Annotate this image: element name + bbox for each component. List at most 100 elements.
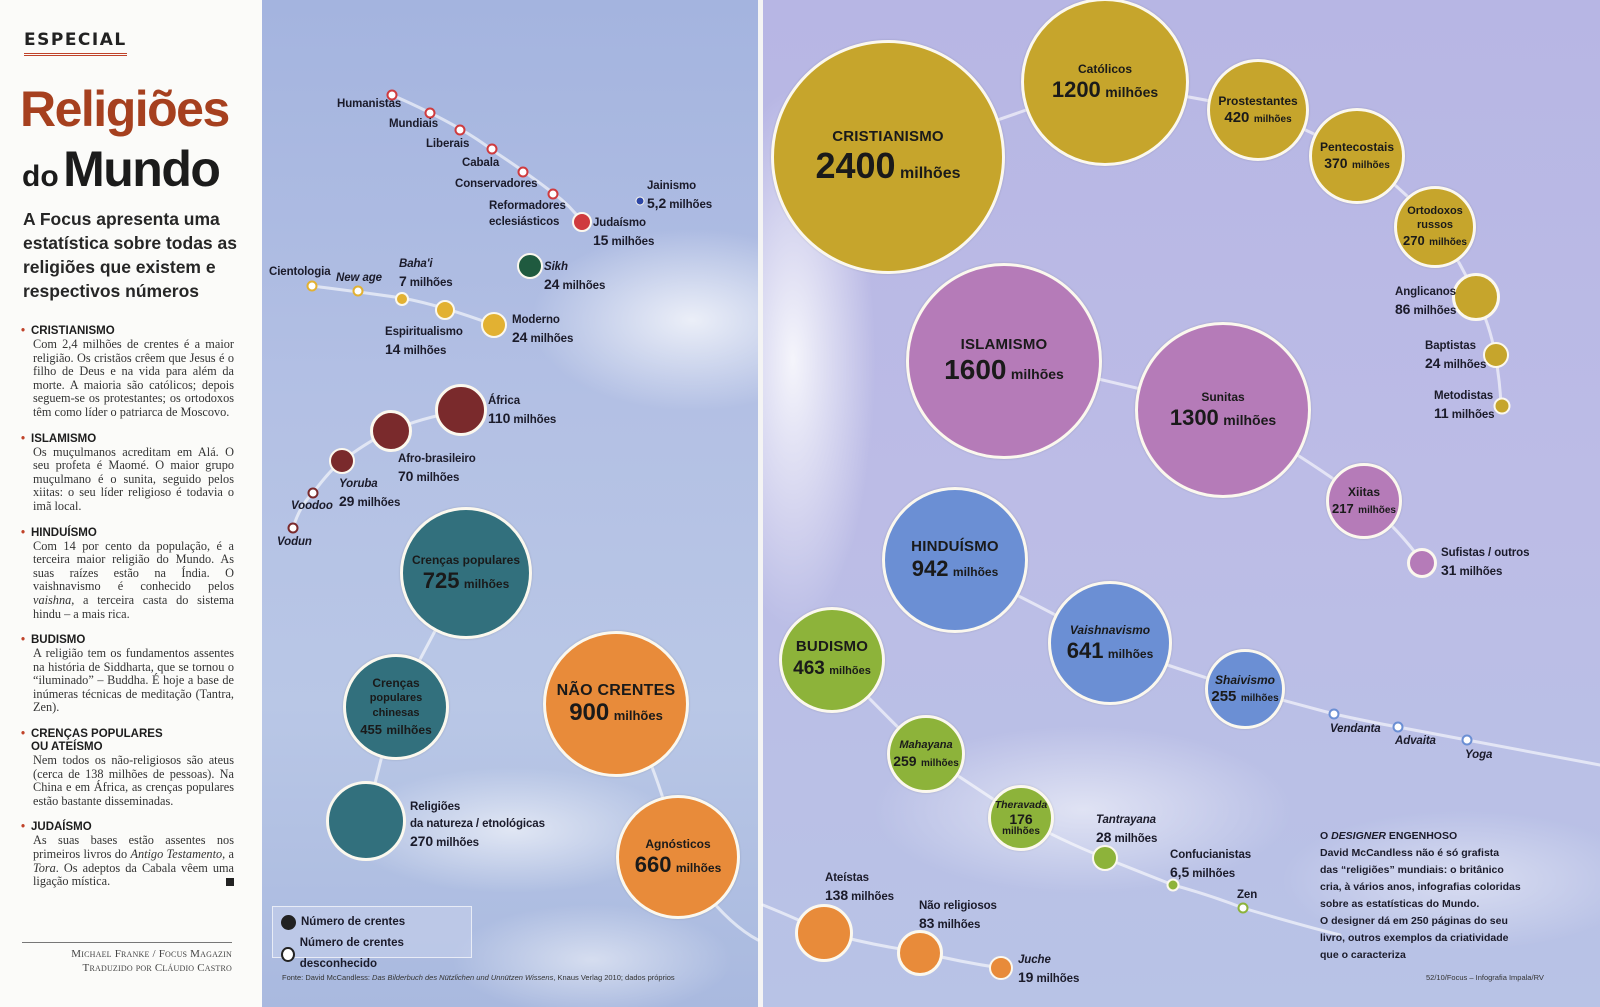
bubble-name: Mahayana <box>899 738 953 751</box>
label-name: Yoga <box>1465 749 1493 761</box>
bubble-name: Católicos <box>1077 61 1132 76</box>
label-name: Voodoo <box>291 500 333 512</box>
label-vendanta: Vendanta <box>1330 721 1381 738</box>
vaishnavismo-bubble: Vaishnavismo 641 milhões <box>1048 581 1172 705</box>
yoga-dot <box>1461 734 1473 746</box>
label-name: Baptistas <box>1425 340 1476 352</box>
label-unit: milhões <box>562 280 606 292</box>
label-unit: milhões <box>436 837 479 849</box>
bubble-value: 217 milhões <box>1332 500 1396 518</box>
bubble-name: CRISTIANISMO <box>832 128 944 145</box>
hollow-circle-icon <box>281 946 295 962</box>
sunitas-bubble: Sunitas 1300 milhões <box>1135 322 1311 498</box>
label-afro-brasileiro: Afro-brasileiro 70 milhões <box>398 451 476 487</box>
bubble-name: Prostestantes <box>1218 93 1298 108</box>
label-name: Vodun <box>277 536 312 548</box>
value-number: 942 <box>911 556 949 581</box>
label-ateistas: Ateístas 138 milhões <box>825 870 894 906</box>
label-value: 138 <box>825 887 849 903</box>
sidebox-line: livro, outros exemplos da criatividade <box>1320 932 1509 944</box>
label-name: Anglicanos <box>1395 286 1456 298</box>
bubble-name: Theravada <box>994 798 1048 811</box>
bubble-name: populares chinesas <box>369 691 423 719</box>
label-name: New age <box>336 272 382 284</box>
label-value: 11 <box>1434 405 1449 421</box>
label-cientologia: Cientologia <box>269 266 331 278</box>
value-number: 255 <box>1211 687 1237 705</box>
label-zen: Zen <box>1237 889 1258 901</box>
pentecostais-bubble: Pentecostais 370 milhões <box>1309 108 1405 204</box>
filled-circle-icon <box>281 915 296 930</box>
body-text: . Os adeptos da Cabala vêem uma ligação … <box>33 860 234 889</box>
humanistas-dot <box>386 89 398 101</box>
label-name: Jainismo <box>647 180 697 192</box>
bubble-name: Agnósticos <box>645 836 711 851</box>
bubble-name: russos <box>1416 219 1454 231</box>
sikh-bubble <box>517 253 543 279</box>
jainismo-bubble <box>635 196 645 206</box>
value-number: 270 <box>1403 233 1425 248</box>
heading-text: ENGENHOSO <box>1385 830 1458 842</box>
label-value: 24 <box>544 276 560 292</box>
value-number: 176 <box>1009 810 1033 827</box>
label-name: África <box>488 395 520 407</box>
value-number: 370 <box>1324 154 1348 171</box>
body-text: , a terceira casta do sistema hindu – a … <box>33 592 234 621</box>
section-hinduismo: HINDUÍSMO Com 14 por cento da população,… <box>20 527 234 622</box>
body-italic: Antigo Testamento <box>130 847 223 862</box>
value-number: 660 <box>634 851 672 877</box>
label-name: Espiritualismo <box>385 326 463 338</box>
section-body: Nem todos os não-religiosos são ateus (c… <box>33 753 234 808</box>
label-unit: milhões <box>1036 973 1080 985</box>
label-name: Não religiosos <box>919 900 997 912</box>
label-africa: África 110 milhões <box>488 393 556 429</box>
bubble-name: Crenças populares <box>411 552 521 567</box>
value-unit: milhões <box>1105 83 1159 100</box>
label-name: Juche <box>1018 954 1051 966</box>
label-value: 28 <box>1096 829 1112 845</box>
value-unit: milhões <box>675 860 722 875</box>
legend-known: Número de crentes <box>281 912 463 933</box>
label-unit: milhões <box>1443 359 1487 371</box>
label-cabala: Cabala <box>462 157 500 169</box>
label-name: Judaísmo <box>593 217 646 229</box>
bahai-bubble <box>395 292 409 306</box>
cristianismo-bubble: CRISTIANISMO 2400 milhões <box>771 40 1005 274</box>
budismo-bubble: BUDISMO 463 milhões <box>779 607 885 713</box>
value-unit: milhões <box>1240 692 1279 704</box>
mahayana-bubble: Mahayana 259 milhões <box>887 715 965 793</box>
label-unit: milhões <box>403 345 447 357</box>
label-unit: milhões <box>669 199 713 211</box>
label-value: 86 <box>1395 301 1411 317</box>
bubble-name: Pentecostais <box>1319 139 1395 154</box>
religioes-natureza-bubble <box>326 781 406 861</box>
label-unit: milhões <box>1451 409 1495 421</box>
value-number: 259 <box>893 752 917 769</box>
label-name: Yoruba <box>339 478 378 490</box>
sidebox-line: cria, à vários anos, infografias colorid… <box>1320 881 1521 893</box>
africa-bubble <box>435 384 487 436</box>
bubble-value: 1300 milhões <box>1170 405 1276 431</box>
label-line: Reformadores <box>489 200 566 212</box>
bubble-value: 660 milhões <box>635 852 722 878</box>
page-title-line1: Religiões <box>20 81 230 137</box>
label-name: Ateístas <box>825 872 869 884</box>
body-italic: vaishna <box>33 592 72 607</box>
section-heading: HINDUÍSMO <box>20 527 234 540</box>
legend-unknown: Número de crentes desconhecido <box>281 933 463 975</box>
label-value: 70 <box>398 468 414 484</box>
catolicos-bubble: Católicos 1200 milhões <box>1021 0 1189 166</box>
label-humanistas: Humanistas <box>337 98 402 110</box>
section-body: A religião tem os fundamentos assentes n… <box>33 646 234 715</box>
label-sikh: Sikh 24 milhões <box>544 259 605 295</box>
value-number: 1200 <box>1051 76 1101 102</box>
value-number: 641 <box>1066 637 1104 663</box>
bubble-value: 641 milhões <box>1067 638 1154 664</box>
label-voodoo: Voodoo <box>291 498 333 515</box>
label-value: 29 <box>339 493 355 509</box>
label-name: Vendanta <box>1330 723 1381 735</box>
label-name: Sufistas / outros <box>1441 547 1530 559</box>
source-prefix: Fonte: David McCandless: <box>282 973 373 982</box>
newage-dot <box>352 285 364 297</box>
